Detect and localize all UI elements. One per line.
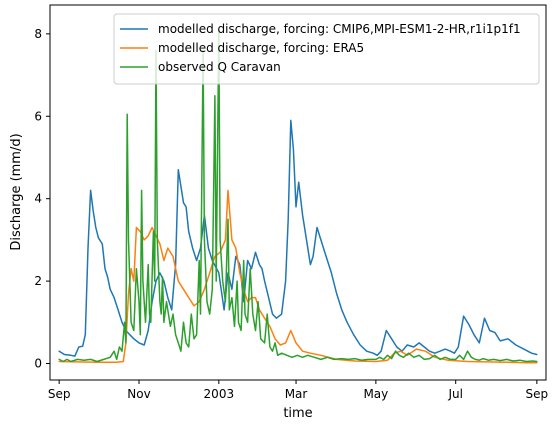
legend-frame xyxy=(113,13,540,85)
legend: modelled discharge, forcing: CMIP6,MPI-E… xyxy=(113,13,540,85)
x-tick-label: May xyxy=(363,387,388,401)
series-layer xyxy=(58,28,538,364)
x-tick-label: Nov xyxy=(127,387,150,401)
x-tick-label: Mar xyxy=(285,387,308,401)
legend-label-1: modelled discharge, forcing: CMIP6,MPI-E… xyxy=(158,22,521,36)
y-tick-label: 4 xyxy=(34,192,42,206)
x-tick-label: Jul xyxy=(447,387,462,401)
x-tick-label: Sep xyxy=(48,387,71,401)
x-tick-label: Sep xyxy=(526,387,549,401)
axis-layer: Sep Nov 2003 Mar May Jul Sep 0 2 4 6 8 xyxy=(34,27,548,401)
legend-label-2: modelled discharge, forcing: ERA5 xyxy=(158,41,364,55)
x-axis-label: time xyxy=(283,406,312,421)
y-axis-label: Discharge (mm/d) xyxy=(9,133,24,250)
y-tick-label: 8 xyxy=(34,27,42,41)
legend-label-3: observed Q Caravan xyxy=(158,60,281,74)
series-line-1 xyxy=(58,119,538,357)
series-line-3 xyxy=(58,28,538,363)
y-tick-label: 0 xyxy=(34,357,42,371)
y-tick-label: 6 xyxy=(34,109,42,123)
y-tick-label: 2 xyxy=(34,274,42,288)
x-tick-label: 2003 xyxy=(204,387,235,401)
